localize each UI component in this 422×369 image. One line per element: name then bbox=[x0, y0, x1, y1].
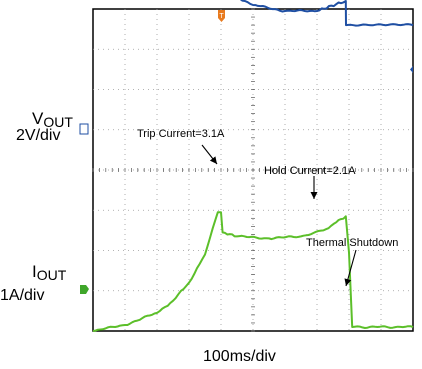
hold-current-annotation: Hold Current=2.1A bbox=[264, 165, 356, 177]
ch1-ground-marker-icon bbox=[79, 123, 89, 135]
thermal-arrow-head bbox=[344, 278, 352, 286]
trace-iout bbox=[92, 211, 414, 332]
timebase-label: 100ms/div bbox=[203, 348, 276, 365]
axis-ticks bbox=[92, 8, 414, 332]
vout-sub: OUT bbox=[43, 114, 73, 130]
thermal-shutdown-annotation: Thermal Shutdown bbox=[306, 237, 399, 249]
iout-main: I bbox=[32, 262, 37, 281]
trip-current-annotation: Trip Current=3.1A bbox=[137, 128, 225, 140]
ch2-ground-marker-icon bbox=[80, 285, 89, 294]
hold-arrow-head bbox=[310, 192, 318, 199]
trigger-level-marker-icon bbox=[410, 66, 413, 73]
vout-label: VOUT bbox=[32, 110, 73, 131]
trace-vout bbox=[239, 0, 414, 27]
trigger-marker-icon bbox=[218, 10, 225, 22]
iout-sub: OUT bbox=[36, 267, 67, 283]
annotation-arrows bbox=[201, 144, 357, 287]
vout-scale: 2V/div bbox=[16, 127, 61, 144]
iout-label: IOUT bbox=[32, 263, 66, 284]
vout-main: V bbox=[32, 109, 44, 128]
iout-scale: 1A/div bbox=[0, 287, 45, 304]
trip-arrow-head bbox=[209, 156, 217, 164]
trigger-marker-glyph: T bbox=[219, 13, 224, 20]
traces bbox=[92, 0, 414, 332]
markers: T bbox=[79, 10, 413, 294]
